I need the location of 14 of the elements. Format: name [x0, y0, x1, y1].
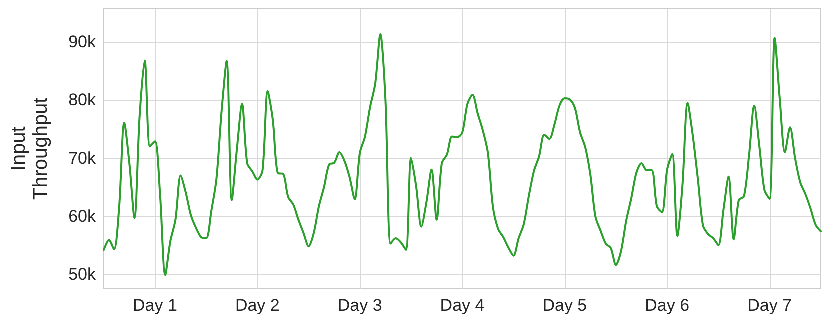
y-tick-label: 90k	[68, 32, 96, 52]
x-tick-label: Day 3	[338, 296, 382, 315]
y-tick-label: 50k	[68, 264, 96, 284]
x-tick-label: Day 1	[133, 296, 178, 315]
x-tick-label: Day 5	[542, 296, 588, 315]
y-tick-label: 80k	[68, 90, 96, 110]
x-tick-label: Day 4	[440, 296, 485, 315]
x-tick-label: Day 6	[645, 296, 690, 315]
x-tick-label: Day 7	[748, 296, 792, 315]
y-tick-label: 70k	[68, 148, 96, 168]
x-tick-label: Day 2	[235, 296, 280, 315]
y-axis-title: Input Throughput	[8, 97, 52, 200]
y-tick-label: 60k	[68, 206, 96, 226]
line-series	[103, 34, 822, 276]
